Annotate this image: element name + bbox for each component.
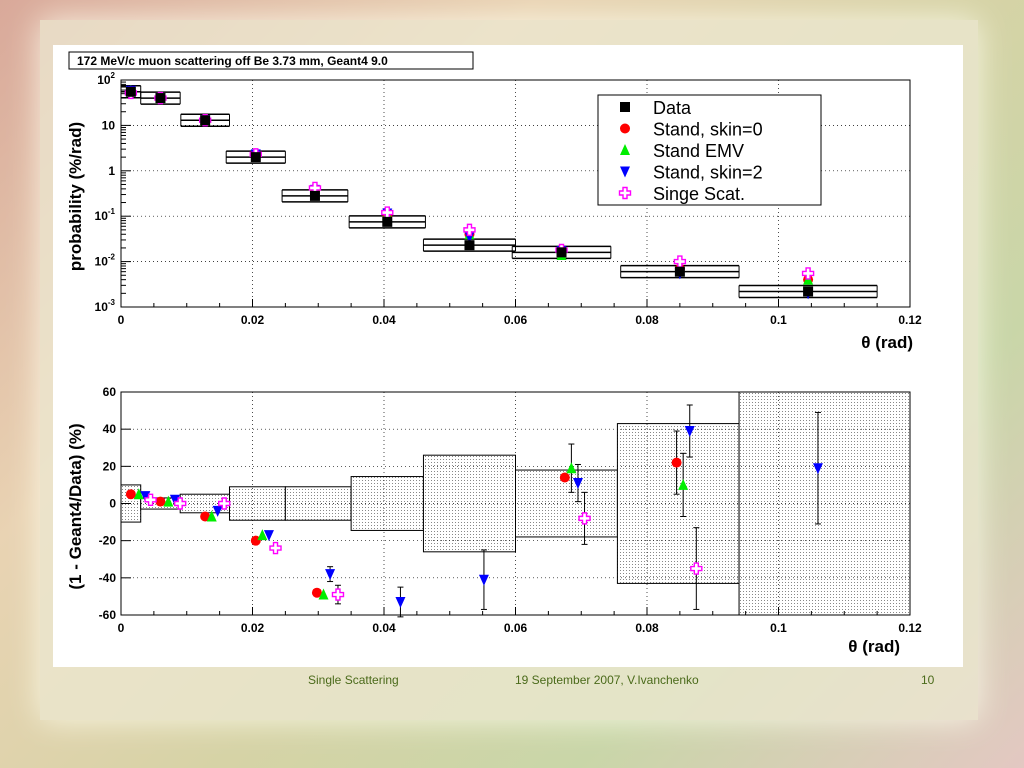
top-x-tick-label: 0.12 <box>898 313 922 327</box>
bottom-point-triangle-down <box>478 574 489 586</box>
bottom-point-cross-open <box>173 497 187 510</box>
footer-title: Single Scattering <box>308 673 399 687</box>
bottom-point-cross-open <box>690 562 703 575</box>
top-chart: 172 MeV/c muon scattering off Be 3.73 mm… <box>66 51 922 352</box>
error-band <box>350 476 424 531</box>
legend-marker <box>620 102 630 112</box>
bottom-y-axis-label: (1 - Geant4/Data) (%) <box>66 423 85 589</box>
bottom-y-tick-label: -20 <box>99 534 117 548</box>
bottom-chart: 0 0.02 0.04 0.06 0.08 0.1 0.12 60 40 20 0 -20 -40 -60… <box>66 385 922 656</box>
top-x-tick-label: 0 <box>118 313 125 327</box>
chart-title: 172 MeV/c muon scattering off Be 3.73 mm… <box>77 54 388 68</box>
bottom-point-triangle-down <box>684 426 695 438</box>
legend-label: Stand, skin=2 <box>653 163 763 183</box>
bottom-point-triangle-up <box>206 510 217 522</box>
bottom-x-axis-label: θ (rad) <box>848 637 900 656</box>
bottom-x-tick-label: 0.06 <box>504 621 528 635</box>
top-x-axis-label: θ (rad) <box>861 333 913 352</box>
bottom-y-tick-label: 40 <box>103 422 117 436</box>
top-point-square <box>556 247 567 258</box>
bottom-point-cross-open <box>578 512 591 525</box>
bottom-x-tick-label: 0.04 <box>372 621 396 635</box>
bottom-point-triangle-down <box>325 569 336 581</box>
bottom-y-tick-label: 0 <box>109 497 116 511</box>
bottom-y-tick-label: -60 <box>99 608 117 622</box>
bottom-point-triangle-up <box>678 478 689 490</box>
top-point-square <box>674 266 685 277</box>
legend-box <box>597 94 822 206</box>
top-y-tick-label: 10-2 <box>95 253 116 269</box>
figure-panel: 172 MeV/c muon scattering off Be 3.73 mm… <box>53 45 963 667</box>
bottom-point-triangle-down <box>263 530 274 542</box>
top-point-square <box>309 190 320 201</box>
bottom-point-circle <box>311 587 322 598</box>
top-point-square <box>155 93 166 104</box>
bottom-point-triangle-down <box>812 463 823 475</box>
legend-label: Stand, skin=0 <box>653 120 763 140</box>
bottom-point-triangle-down <box>395 596 406 608</box>
bottom-point-triangle-down <box>140 491 151 503</box>
legend-marker <box>618 186 632 200</box>
top-y-axis-label: probability (%/rad) <box>66 122 85 271</box>
top-point-square <box>803 286 814 297</box>
top-point-square <box>382 216 393 227</box>
bottom-point-circle <box>200 511 211 522</box>
top-point-square <box>464 240 475 251</box>
top-y-tick-label: 102 <box>97 71 115 87</box>
top-x-tick-label: 0.02 <box>241 313 265 327</box>
bottom-point-cross-open <box>269 541 282 555</box>
bottom-point-circle <box>125 489 136 500</box>
bottom-y-tick-label: 20 <box>103 459 117 473</box>
bottom-point-triangle-down <box>169 494 180 506</box>
legend-marker <box>620 123 630 134</box>
page-number: 10 <box>921 673 935 687</box>
legend-marker <box>620 166 630 178</box>
top-point-cross-open <box>463 223 476 237</box>
bottom-y-tick-label: -40 <box>99 571 117 585</box>
top-point-square <box>200 115 211 126</box>
bottom-point-circle <box>155 496 166 507</box>
footer-date-author: 19 September 2007, V.Ivanchenko <box>515 673 699 687</box>
top-point-square <box>250 152 261 163</box>
error-band <box>738 391 911 616</box>
legend-marker <box>620 144 630 155</box>
top-x-tick-label: 0.06 <box>504 313 528 327</box>
bottom-point-cross-open <box>218 497 231 510</box>
bottom-point-cross-open <box>144 493 157 506</box>
bottom-point-cross-open <box>331 588 345 601</box>
top-point-cross-open <box>801 267 815 280</box>
top-y-tick-label: 10-1 <box>95 207 116 223</box>
bottom-point-triangle-up <box>257 529 268 541</box>
legend-label: Data <box>653 98 692 118</box>
bottom-x-tick-label: 0 <box>118 621 125 635</box>
bottom-point-triangle-up <box>163 495 174 507</box>
bottom-point-triangle-down <box>212 505 223 517</box>
bottom-x-tick-label: 0.1 <box>770 621 787 635</box>
bottom-point-triangle-down <box>572 478 583 490</box>
top-y-tick-label: 10-3 <box>95 298 116 314</box>
top-x-tick-label: 0.04 <box>372 313 396 327</box>
bottom-point-triangle-up <box>133 488 144 500</box>
legend-label: Singe Scat. <box>653 184 745 204</box>
bottom-x-tick-label: 0.08 <box>635 621 659 635</box>
top-y-tick-label: 10 <box>102 118 116 132</box>
bottom-point-circle <box>671 457 682 468</box>
top-x-tick-label: 0.1 <box>770 313 787 327</box>
bottom-x-tick-label: 0.12 <box>898 621 922 635</box>
error-band <box>616 423 740 584</box>
top-y-tick-label: 1 <box>108 164 115 178</box>
figure-svg: 172 MeV/c muon scattering off Be 3.73 mm… <box>66 51 922 656</box>
bottom-x-tick-label: 0.02 <box>241 621 265 635</box>
top-x-tick-label: 0.08 <box>635 313 659 327</box>
bottom-y-tick-label: 60 <box>103 385 117 399</box>
bottom-point-triangle-up <box>566 462 577 474</box>
chart-title-box <box>68 51 474 70</box>
bottom-point-triangle-up <box>318 588 329 600</box>
top-point-square <box>125 86 136 97</box>
legend-label: Stand EMV <box>653 141 744 161</box>
bottom-point-circle <box>559 472 570 483</box>
